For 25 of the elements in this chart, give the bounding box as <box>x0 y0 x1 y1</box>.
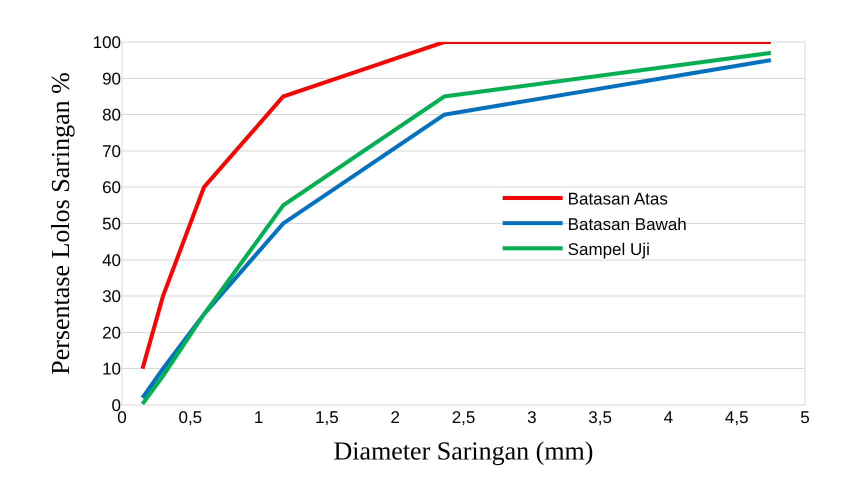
x-tick-label: 1 <box>254 408 264 427</box>
y-tick-label: 40 <box>102 250 121 270</box>
y-tick-label: 10 <box>102 360 121 379</box>
y-tick-label: 80 <box>102 106 121 125</box>
x-tick-label: 3 <box>527 408 537 427</box>
x-tick-label: 0,5 <box>178 408 202 427</box>
x-tick-label: 2 <box>390 408 400 427</box>
y-tick-label: 30 <box>102 287 121 306</box>
y-tick-label: 60 <box>102 178 121 198</box>
x-tick-label: 5 <box>800 408 810 427</box>
y-tick-label: 50 <box>102 214 121 234</box>
y-tick-label: 70 <box>102 142 121 161</box>
x-tick-label: 3,5 <box>588 408 612 427</box>
legend-label: Batasan Atas <box>568 190 668 209</box>
legend-label: Sampel Uji <box>568 240 650 259</box>
legend-label: Batasan Bawah <box>568 214 687 234</box>
y-tick-label: 90 <box>102 69 121 88</box>
y-tick-label: 100 <box>92 32 121 52</box>
x-axis-title: Diameter Saringan (mm) <box>334 436 594 466</box>
y-tick-label: 20 <box>102 323 121 342</box>
x-tick-label: 4 <box>664 408 674 427</box>
x-tick-label: 4,5 <box>724 408 749 427</box>
x-tick-label: 2,5 <box>452 408 476 427</box>
y-axis-title: Persentase Lolos Saringan % <box>46 72 76 375</box>
x-tick-label: 1,5 <box>315 408 339 427</box>
